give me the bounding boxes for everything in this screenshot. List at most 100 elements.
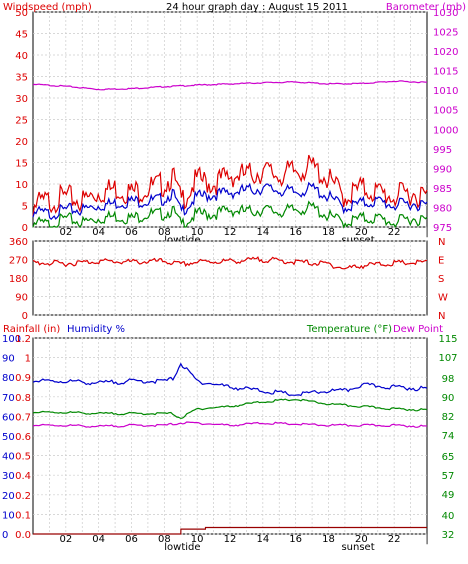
- panel3-x-tick-label: 08: [158, 534, 171, 545]
- panel2-left-tick-label: 90: [15, 293, 28, 304]
- panel3-temp-tick-label: 82: [442, 412, 455, 423]
- panel3-rain-tick-label: 0.2: [15, 491, 31, 502]
- panel2-series: [32, 256, 428, 270]
- panel3-humidity-tick-label: 50: [2, 432, 15, 443]
- panel3-humidity-tick-label: 80: [2, 373, 15, 384]
- panel2-compass-label: N: [438, 237, 445, 248]
- panel1-right-tick-label: 990: [433, 164, 452, 175]
- panel3-x-tick-label: 02: [59, 534, 72, 545]
- panel3-temp-tick-label: 49: [442, 490, 455, 501]
- panel3-humidity-tick-label: 100: [2, 334, 21, 345]
- panel1-series: [32, 80, 428, 229]
- chart-title: 24 hour graph day : August 15 2011: [166, 2, 348, 13]
- right-axis-label-dewpoint: Dew Point: [393, 324, 443, 335]
- panel3-rain-tick-label: 0.8: [15, 393, 31, 404]
- panel3-temp-tick-label: 32: [442, 530, 455, 541]
- left-axis-label-windspeed: Windspeed (mph): [3, 2, 92, 13]
- panel3-x-tick-label: 06: [125, 534, 138, 545]
- panel3-rain-tick-label: 1.2: [15, 334, 31, 345]
- panel1-left-tick-label: 5: [22, 202, 28, 213]
- panel3-x-marker-lowtide: lowtide: [164, 542, 200, 553]
- left-axis-label-humidity: Humidity %: [67, 324, 125, 335]
- panel1-x-tick-label: 22: [388, 227, 401, 238]
- panel3-temp-tick-label: 74: [442, 431, 455, 442]
- panel3-rain-tick-label: 0.0: [15, 530, 31, 541]
- panel1-x-tick-label: 18: [322, 227, 335, 238]
- panel3-rain-tick-label: 1: [25, 354, 31, 365]
- panel1-left-tick-label: 50: [15, 8, 28, 19]
- panel3-x-tick-label: 22: [388, 534, 401, 545]
- panel1-x-tick-label: 06: [125, 227, 138, 238]
- panel3-rain-tick-label: 0.4: [15, 471, 31, 482]
- panel3-series-line-humidity: [32, 362, 428, 397]
- panel1-x-tick-label: 10: [191, 227, 204, 238]
- panel3-temp-tick-label: 57: [442, 471, 455, 482]
- panel3-rain-tick-label: 0.9: [15, 373, 31, 384]
- panel2-series-line: [32, 256, 428, 270]
- panel2-compass-label: N: [438, 311, 445, 322]
- panel3-rain-tick-label: 0.1: [15, 510, 31, 521]
- panel1-series-line: [32, 181, 428, 221]
- panel1-right-tick-label: 1010: [433, 86, 458, 97]
- panel2-left-tick-label: 270: [9, 256, 28, 267]
- panel2-compass-label: W: [438, 293, 448, 304]
- panel1-left-tick-label: 20: [15, 137, 28, 148]
- panel1-series-line: [32, 80, 428, 91]
- panel1-right-tick-label: 995: [433, 145, 452, 156]
- panel3-humidity-tick-label: 20: [2, 491, 15, 502]
- panel2-left-tick-label: 0: [22, 311, 28, 322]
- panel3-humidity-tick-label: 60: [2, 412, 15, 423]
- panel1-right-tick-label: 1005: [433, 106, 458, 117]
- panel1-right-tick-label: 1020: [433, 47, 458, 58]
- panel2-compass-label: S: [438, 274, 444, 285]
- panel2-left-tick-label: 180: [9, 274, 28, 285]
- panel1-right-tick-label: 980: [433, 203, 452, 214]
- panel3-series-line-rain: [33, 526, 427, 535]
- panel1-left-tick-label: 30: [15, 94, 28, 105]
- panel1-x-tick-label: 16: [289, 227, 302, 238]
- panel1-left-tick-label: 25: [15, 116, 28, 127]
- panel3-x-tick-label: 04: [92, 534, 105, 545]
- right-axis-label-barometer: Barometer (mb): [386, 2, 466, 13]
- panel1-series-line: [32, 154, 428, 217]
- panel1-x-tick-label: 08: [158, 227, 171, 238]
- panel3-axes: 0 0.010 0.120 0.230 0.440 0.550 0.660 0.770 0.88…: [2, 334, 458, 553]
- panel3-rain-tick-label: 0.6: [15, 432, 31, 443]
- panel1-left-tick-label: 35: [15, 73, 28, 84]
- panel1-right-tick-label: 1030: [433, 8, 458, 19]
- left-axis-label-rainfall: Rainfall (in): [3, 324, 60, 335]
- panel2-compass-label: E: [438, 256, 444, 267]
- panel3-temp-tick-label: 65: [442, 452, 455, 463]
- panel3-humidity-tick-label: 90: [2, 354, 15, 365]
- panel1-right-tick-label: 985: [433, 184, 452, 195]
- panel3-humidity-tick-label: 40: [2, 452, 15, 463]
- right-axis-label-temperature: Temperature (°F): [306, 324, 392, 335]
- panel1-left-tick-label: 0: [22, 223, 28, 234]
- panel3-x-tick-label: 18: [322, 534, 335, 545]
- panel3-series-line-temp: [32, 421, 428, 428]
- panel3-humidity-tick-label: 0: [2, 530, 8, 541]
- panel1-right-tick-label: 1025: [433, 28, 458, 39]
- panel1-series-line: [32, 200, 428, 229]
- panel1-right-tick-label: 975: [433, 223, 452, 234]
- panel3-series-line-temp: [32, 398, 428, 420]
- panel1-right-tick-label: 1015: [433, 67, 458, 78]
- panel3-humidity-tick-label: 30: [2, 471, 15, 482]
- panel1-x-tick-label: 04: [92, 227, 105, 238]
- panel1-x-tick-label: 14: [256, 227, 269, 238]
- panel1-left-tick-label: 45: [15, 30, 28, 41]
- panel1-grid: [33, 11, 427, 228]
- panel3-temp-tick-label: 98: [442, 374, 455, 385]
- panel3-rain-tick-label: 0.7: [15, 412, 31, 423]
- panel3-x-tick-label: |: [425, 534, 428, 545]
- panel1-axes: 0510152025303540455097598098599099510001…: [15, 8, 458, 246]
- panel3-humidity-tick-label: 10: [2, 510, 15, 521]
- panel3-humidity-tick-label: 70: [2, 393, 15, 404]
- panel2-grid: [33, 240, 427, 316]
- panel3-x-tick-label: 16: [289, 534, 302, 545]
- panel1-x-tick-label: 20: [355, 227, 368, 238]
- panel1-left-tick-label: 15: [15, 159, 28, 170]
- panel1-x-tick-label: 02: [59, 227, 72, 238]
